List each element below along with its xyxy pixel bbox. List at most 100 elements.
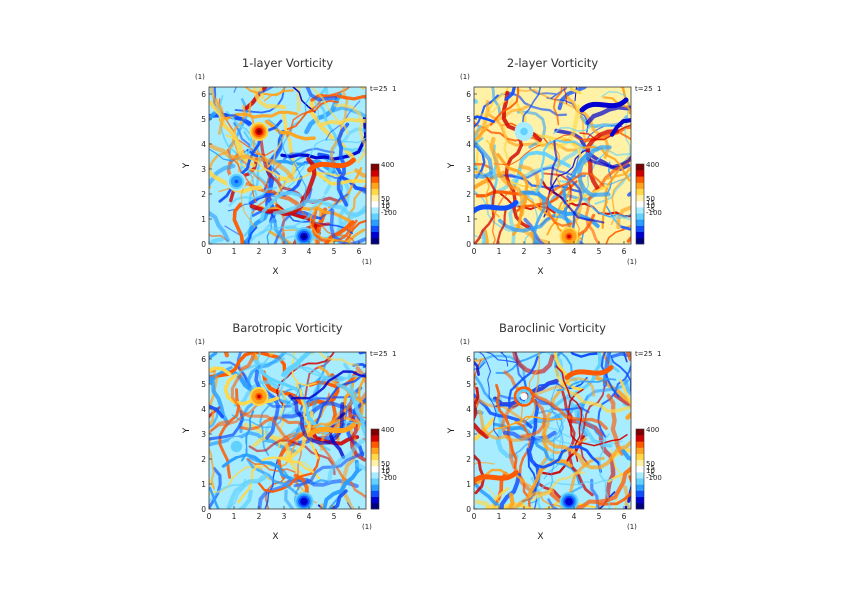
colorbar-segment (371, 213, 379, 220)
vorticity-filament (209, 233, 229, 242)
vorticity-filament (491, 87, 502, 117)
vorticity-filament (569, 352, 600, 358)
vorticity-filament (610, 118, 631, 137)
vorticity-filament (286, 87, 351, 137)
vorticity-field (474, 352, 631, 509)
time-unit: 1 (657, 85, 661, 93)
time-label: t=25 (370, 350, 388, 358)
vorticity-filament (585, 105, 631, 125)
time-unit: 1 (392, 350, 396, 358)
vorticity-filament (531, 471, 586, 502)
vorticity-filament (322, 459, 360, 509)
colorbar-tick-label: 400 (646, 161, 659, 169)
x-tick-label: 5 (597, 247, 602, 256)
vorticity-filament (608, 352, 620, 373)
y-tick-label: 4 (201, 405, 206, 414)
vorticity-filament (520, 352, 540, 424)
x-axis-label: X (272, 532, 278, 542)
x-axis-label: X (272, 267, 278, 277)
colorbar-segment (636, 429, 644, 436)
vorticity-filament (209, 486, 220, 509)
colorbar-segment (636, 170, 644, 177)
x-tick-label: 1 (232, 512, 237, 521)
vorticity-filament (209, 366, 232, 376)
y-tick-label: 1 (201, 215, 206, 224)
vorticity-panel: Barotropic Vorticity 0 1 2 3 4 5 6 0 1 2 3 4 5 6 X Y (1) (… (182, 321, 397, 542)
vorticity-filament (292, 222, 331, 244)
vorticity-filament (209, 404, 224, 419)
vorticity-filament (552, 87, 563, 126)
colorbar-segment (371, 164, 379, 171)
y-tick-label: 3 (466, 430, 471, 439)
vorticity-filament (290, 370, 366, 400)
x-tick-label: 3 (282, 512, 287, 521)
vorticity-filament (275, 352, 346, 380)
vorticity-filament (209, 185, 212, 189)
y-tick-label: 1 (466, 215, 471, 224)
vorticity-filament (545, 172, 605, 227)
vorticity-filament (226, 473, 268, 509)
colorbar-tick-label: 400 (381, 161, 394, 169)
vorticity-filament (246, 457, 296, 473)
panel-title: Baroclinic Vorticity (499, 321, 606, 335)
vorticity-filament (317, 504, 325, 509)
vorticity-filament (209, 437, 216, 490)
y-axis-unit: (1) (195, 73, 205, 81)
vorticity-field (474, 87, 631, 244)
vorticity-filament (342, 219, 366, 244)
colorbar-segment (371, 459, 379, 467)
vorticity-filament (516, 88, 586, 141)
vorticity-filament (264, 87, 287, 102)
vorticity-filament (273, 219, 289, 244)
panel-title: 2-layer Vorticity (507, 56, 598, 70)
y-tick-label: 5 (201, 115, 206, 124)
vortex-ring (516, 389, 532, 404)
vorticity-filament (352, 362, 366, 368)
vorticity-filament (227, 478, 247, 509)
colorbar-segment (371, 478, 379, 485)
vorticity-filament (317, 352, 360, 367)
time-unit: 1 (657, 350, 661, 358)
vorticity-filament (284, 489, 295, 509)
vortex-core (302, 234, 306, 239)
x-tick-label: 3 (547, 247, 552, 256)
vorticity-filament (209, 463, 274, 496)
colorbar-segment (636, 225, 644, 232)
vorticity-filament (550, 87, 568, 100)
colorbar-tick-label: -100 (646, 209, 662, 217)
x-tick-label: 1 (497, 247, 502, 256)
vorticity-filament (329, 208, 366, 244)
x-tick-label: 0 (472, 512, 477, 521)
vorticity-filament (475, 499, 556, 509)
vorticity-filament (209, 369, 219, 427)
vorticity-filament (495, 397, 519, 459)
plot-frame (208, 86, 367, 245)
vorticity-filament (474, 94, 499, 129)
colorbar-segment (636, 188, 644, 196)
vorticity-filament (315, 207, 328, 244)
x-tick-label: 1 (232, 247, 237, 256)
plot-frame (208, 351, 367, 510)
vorticity-filament (360, 87, 366, 89)
vorticity-filament (517, 476, 565, 509)
x-tick-label: 4 (307, 247, 312, 256)
vorticity-filament (557, 87, 588, 111)
vorticity-filament (310, 87, 350, 136)
colorbar-tick-label: 15 (381, 199, 390, 207)
colorbar-segment (636, 490, 644, 497)
y-tick-label: 0 (201, 240, 206, 249)
vorticity-filament (331, 105, 366, 119)
y-tick-label: 0 (466, 505, 471, 514)
colorbar-segment (636, 219, 644, 226)
colorbar-frame (370, 428, 380, 510)
colorbar-segment (371, 219, 379, 226)
vortex-core (567, 234, 571, 239)
vorticity-filament (503, 488, 555, 509)
vorticity-filament (258, 195, 326, 234)
vorticity-filament (613, 393, 631, 410)
colorbar-tick-label: 10 (646, 202, 655, 210)
vortex-ring (513, 386, 535, 407)
vorticity-field (209, 87, 366, 244)
vorticity-filament (487, 415, 563, 436)
